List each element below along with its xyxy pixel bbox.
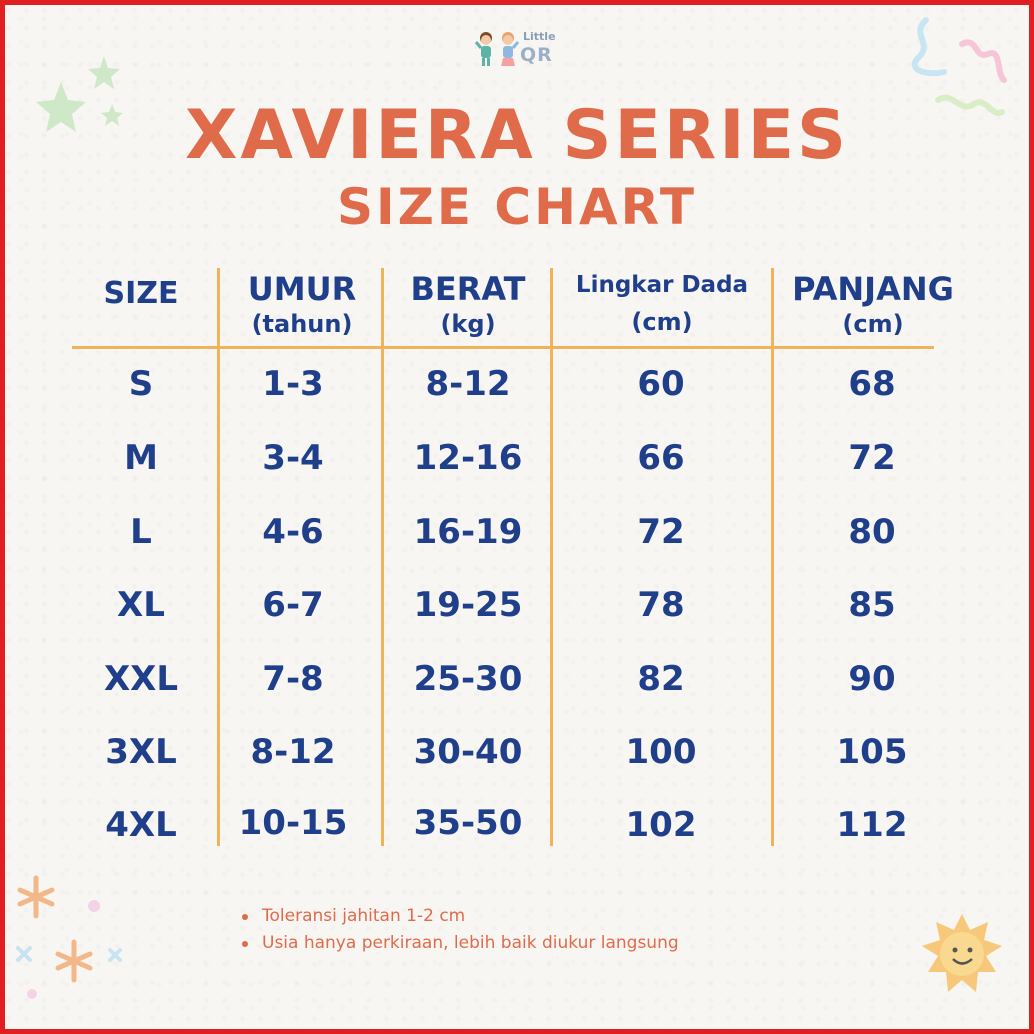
table-cell: 7-8 (262, 659, 324, 699)
bullet-icon (242, 941, 248, 947)
header-umur: UMUR (tahun) (247, 270, 357, 338)
column-divider (550, 268, 553, 846)
table-cell: 3-4 (262, 438, 324, 478)
table-cell: 66 (637, 438, 685, 478)
table-cell: 68 (848, 364, 896, 404)
page-title: XAVIERA SERIES (185, 96, 849, 175)
table-cell: 72 (637, 512, 685, 552)
brand-big-text: QR (520, 44, 553, 66)
table-cell: 30-40 (413, 732, 523, 772)
table-cell: S (128, 364, 154, 404)
note-item: Usia hanya perkiraan, lebih baik diukur … (240, 933, 679, 960)
squiggle-icon (911, 17, 1007, 116)
table-cell: 35-50 (413, 803, 523, 843)
table-cell: 4XL (105, 805, 177, 845)
column-divider (217, 268, 220, 846)
column-divider (771, 268, 774, 846)
table-cell: XL (117, 585, 165, 625)
table-cell: XXL (103, 659, 179, 699)
table-cell: 100 (625, 732, 697, 772)
table-cell: 25-30 (413, 659, 523, 699)
table-cell: 10-15 (238, 803, 348, 843)
page-subtitle: SIZE CHART (336, 178, 698, 236)
star-icon (36, 56, 123, 132)
column-divider (381, 268, 384, 846)
sun-icon (922, 914, 1002, 992)
header-divider (72, 346, 934, 349)
table-cell: 105 (836, 732, 908, 772)
header-lingkar-dada: Lingkar Dada (cm) (575, 272, 749, 336)
note-item: Toleransi jahitan 1-2 cm (240, 906, 679, 933)
table-cell: 82 (637, 659, 685, 699)
table-cell: 60 (637, 364, 685, 404)
table-cell: 16-19 (413, 512, 523, 552)
header-size: SIZE (103, 276, 179, 311)
table-cell: 6-7 (262, 585, 324, 625)
table-cell: 8-12 (250, 732, 336, 772)
table-cell: L (130, 512, 152, 552)
table-cell: 12-16 (413, 438, 523, 478)
table-cell: 112 (836, 805, 908, 845)
table-cell: 90 (848, 659, 896, 699)
note-text: Usia hanya perkiraan, lebih baik diukur … (262, 933, 679, 953)
table-cell: 3XL (105, 732, 177, 772)
notes-list: Toleransi jahitan 1-2 cm Usia hanya perk… (240, 906, 679, 960)
header-berat: BERAT (kg) (410, 270, 526, 338)
table-cell: 4-6 (262, 512, 324, 552)
bullet-icon (242, 914, 248, 920)
table-cell: 1-3 (262, 364, 324, 404)
table-cell: 102 (625, 805, 697, 845)
sparkle-icon (16, 875, 122, 999)
table-cell: 78 (637, 585, 685, 625)
table-cell: M (124, 438, 158, 478)
table-cell: 80 (848, 512, 896, 552)
table-cell: 72 (848, 438, 896, 478)
table-cell: 85 (848, 585, 896, 625)
table-cell: 8-12 (425, 364, 511, 404)
brand-small-text: Little (523, 30, 556, 43)
note-text: Toleransi jahitan 1-2 cm (262, 906, 466, 926)
table-cell: 19-25 (413, 585, 523, 625)
kids-logo-icon (474, 32, 520, 66)
header-panjang: PANJANG (cm) (792, 270, 954, 338)
